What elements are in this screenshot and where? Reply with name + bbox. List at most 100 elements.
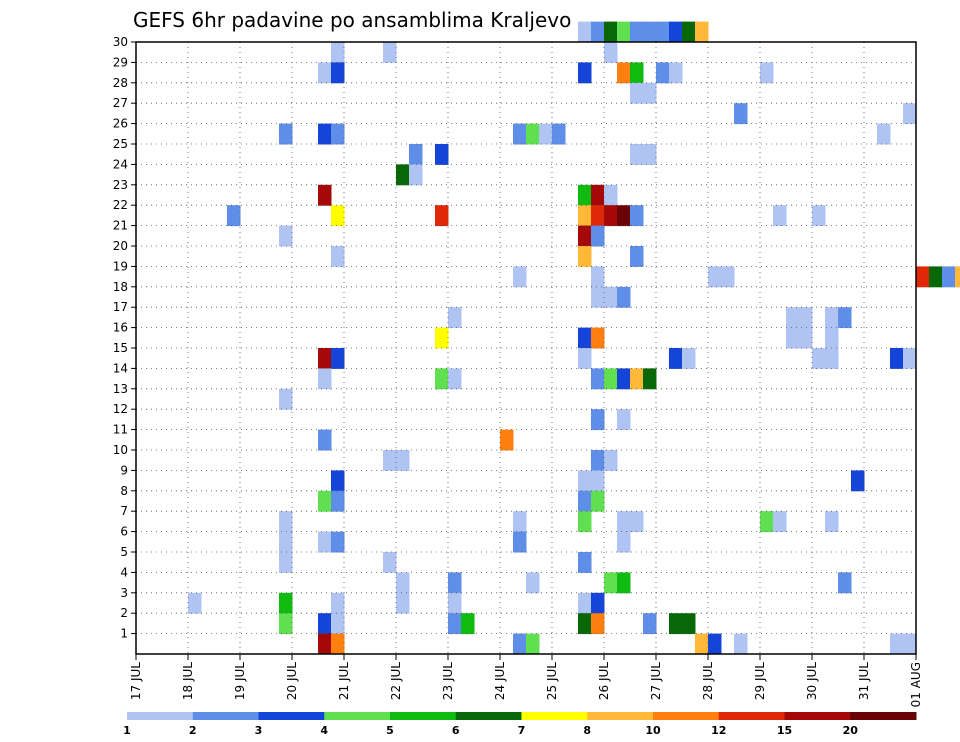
heatmap-cell xyxy=(591,184,605,206)
x-tick-label: 28 JUL xyxy=(701,662,715,700)
colorbar-swatch xyxy=(850,712,917,720)
heatmap-cell xyxy=(721,266,735,288)
colorbar-swatch xyxy=(324,712,391,720)
colorbar-label: 6 xyxy=(452,724,460,737)
colorbar-label: 1 xyxy=(123,724,131,737)
heatmap-cell xyxy=(513,633,527,655)
heatmap-cell xyxy=(773,511,787,533)
x-tick-label: 30 JUL xyxy=(805,662,819,700)
heatmap-cell xyxy=(903,633,917,655)
y-tick-label: 1 xyxy=(120,627,128,641)
heatmap-cell xyxy=(617,205,631,227)
heatmap-cell xyxy=(448,368,462,390)
heatmap-cell xyxy=(617,21,631,43)
y-tick-label: 21 xyxy=(113,219,128,233)
heatmap-cell xyxy=(643,613,657,635)
colorbar-label: 5 xyxy=(386,724,394,737)
heatmap-cell xyxy=(812,348,826,369)
heatmap-cell xyxy=(279,552,293,573)
y-tick-label: 7 xyxy=(120,504,128,518)
heatmap-cell xyxy=(851,470,865,492)
y-tick-label: 20 xyxy=(113,239,128,253)
x-tick-label: 26 JUL xyxy=(597,662,611,700)
colorbar-swatch xyxy=(587,712,654,720)
heatmap-cell xyxy=(578,613,592,635)
y-tick-label: 26 xyxy=(113,117,128,131)
heatmap-cell xyxy=(448,307,462,329)
heatmap-cell xyxy=(435,368,449,390)
heatmap-cell xyxy=(318,368,332,390)
heatmap-cell xyxy=(318,633,332,655)
heatmap-cell xyxy=(708,266,722,288)
heatmap-cells xyxy=(188,21,960,655)
heatmap-cell xyxy=(318,123,332,145)
colorbar-swatch xyxy=(258,712,325,720)
colorbar-label: 12 xyxy=(711,724,726,737)
heatmap-cell xyxy=(591,286,605,308)
heatmap-cell xyxy=(617,409,631,431)
heatmap-cell xyxy=(318,184,332,206)
heatmap-cell xyxy=(591,470,605,492)
heatmap-cell xyxy=(318,429,332,451)
heatmap-cell xyxy=(591,368,605,390)
heatmap-cell xyxy=(734,633,748,655)
y-tick-label: 23 xyxy=(113,178,128,192)
heatmap-cell xyxy=(578,21,592,43)
heatmap-cell xyxy=(695,21,709,43)
colorbar-label: 15 xyxy=(777,724,792,737)
heatmap-cell xyxy=(578,62,592,84)
heatmap-cell xyxy=(604,450,618,471)
heatmap-cell xyxy=(279,511,293,533)
heatmap-cell xyxy=(643,21,657,43)
heatmap-cell xyxy=(396,164,410,186)
heatmap-cell xyxy=(812,205,826,227)
heatmap-cell xyxy=(331,613,345,635)
colorbar-label: 20 xyxy=(843,724,859,737)
y-tick-label: 9 xyxy=(120,463,128,477)
heatmap-cell xyxy=(591,592,605,614)
heatmap-cell xyxy=(526,633,540,655)
heatmap-cell xyxy=(955,266,960,288)
heatmap-cell xyxy=(630,62,644,84)
heatmap-cell xyxy=(669,21,683,43)
y-tick-label: 22 xyxy=(113,198,128,212)
heatmap-cell xyxy=(916,266,930,288)
y-tick-label: 28 xyxy=(113,76,128,90)
y-tick-label: 18 xyxy=(113,280,128,294)
heatmap-cell xyxy=(383,552,397,573)
heatmap-cell xyxy=(591,327,605,349)
heatmap-cell xyxy=(604,286,618,308)
heatmap-cell xyxy=(409,164,423,186)
y-tick-label: 19 xyxy=(113,259,128,273)
y-tick-label: 10 xyxy=(113,443,128,457)
heatmap-cell xyxy=(682,348,696,369)
heatmap-cell xyxy=(331,205,345,227)
y-tick-label: 17 xyxy=(113,300,128,314)
heatmap-cell xyxy=(578,592,592,614)
heatmap-cell xyxy=(799,327,813,349)
heatmap-cell xyxy=(539,123,553,145)
heatmap-cell xyxy=(786,327,800,349)
heatmap-cell xyxy=(396,450,410,471)
heatmap-cell xyxy=(578,184,592,206)
x-tick-label: 29 JUL xyxy=(753,662,767,700)
heatmap-cell xyxy=(591,225,605,247)
heatmap-cell xyxy=(591,490,605,512)
heatmap-cell xyxy=(669,613,683,635)
heatmap-cell xyxy=(591,205,605,227)
colorbar-swatch xyxy=(521,712,588,720)
colorbar-swatch xyxy=(784,712,851,720)
heatmap-cell xyxy=(331,531,345,553)
heatmap-cell xyxy=(318,613,332,635)
heatmap-cell xyxy=(786,307,800,329)
heatmap-cell xyxy=(279,592,293,614)
heatmap-cell xyxy=(318,490,332,512)
heatmap-cell xyxy=(578,511,592,533)
heatmap-cell xyxy=(630,246,644,267)
heatmap-cell xyxy=(318,62,332,84)
heatmap-cell xyxy=(331,123,345,145)
heatmap-cell xyxy=(448,613,462,635)
heatmap-cell xyxy=(838,572,852,594)
heatmap-cell xyxy=(331,592,345,614)
colorbar-swatch xyxy=(127,712,194,720)
